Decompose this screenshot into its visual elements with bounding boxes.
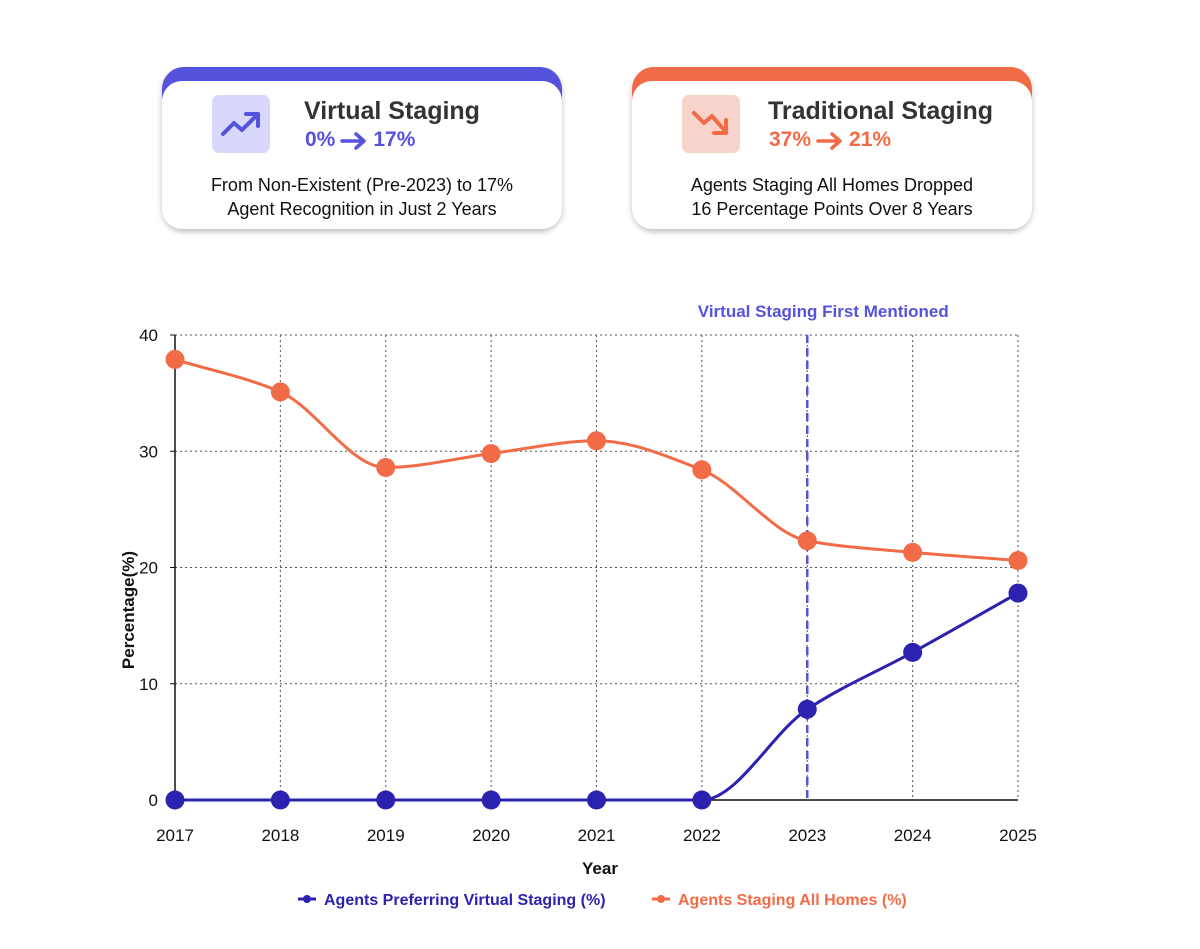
series-line bbox=[175, 591, 1019, 802]
x-tick-label: 2022 bbox=[683, 826, 721, 845]
y-tick-label: 0 bbox=[149, 791, 158, 810]
data-point bbox=[797, 699, 817, 719]
y-tick-label: 10 bbox=[139, 675, 158, 694]
traditional-staging-card: Traditional Staging 37% 21% Agents Stagi… bbox=[632, 67, 1032, 229]
data-point bbox=[903, 642, 923, 662]
desc-line: Agent Recognition in Just 2 Years bbox=[227, 199, 497, 219]
data-point bbox=[165, 349, 185, 369]
trending-up-icon bbox=[212, 95, 270, 153]
annotation-label: Virtual Staging First Mentioned bbox=[698, 302, 949, 321]
from-value: 0% bbox=[305, 128, 336, 151]
x-tick-label: 2018 bbox=[261, 826, 299, 845]
x-axis-label: Year bbox=[582, 859, 618, 878]
y-tick-label: 40 bbox=[139, 326, 158, 345]
x-tick-label: 2019 bbox=[367, 826, 405, 845]
arrow-right-icon bbox=[816, 132, 842, 150]
data-point bbox=[270, 790, 290, 810]
x-tick-label: 2023 bbox=[788, 826, 826, 845]
series-line bbox=[174, 357, 1019, 563]
card-description: From Non-Existent (Pre-2023) to 17% Agent… bbox=[162, 173, 562, 221]
data-point bbox=[270, 382, 290, 402]
card-title: Virtual Staging bbox=[304, 97, 480, 125]
desc-line: 16 Percentage Points Over 8 Years bbox=[691, 199, 973, 219]
x-tick-label: 2017 bbox=[156, 826, 194, 845]
data-point bbox=[376, 790, 396, 810]
data-point bbox=[1008, 551, 1028, 571]
to-value: 17% bbox=[373, 128, 416, 151]
x-tick-label: 2021 bbox=[578, 826, 616, 845]
data-point bbox=[165, 790, 185, 810]
data-point bbox=[692, 790, 712, 810]
y-axis-label: Percentage(%) bbox=[119, 551, 138, 669]
card-description: Agents Staging All Homes Dropped 16 Perce… bbox=[632, 173, 1032, 221]
card-values: 37% 21% bbox=[769, 128, 891, 152]
legend-label: Agents Staging All Homes (%) bbox=[678, 892, 907, 909]
grid bbox=[175, 334, 1019, 800]
x-tick-label: 2020 bbox=[472, 826, 510, 845]
desc-line: From Non-Existent (Pre-2023) to 17% bbox=[210, 175, 514, 195]
virtual-staging-card: Virtual Staging 0% 17% From Non-Existent… bbox=[162, 67, 562, 229]
annotation: Virtual Staging First Mentioned bbox=[698, 302, 949, 800]
trending-down-icon bbox=[682, 95, 740, 153]
data-point bbox=[587, 790, 606, 810]
data-point bbox=[692, 460, 712, 480]
desc-line: Agents Staging All Homes Dropped bbox=[690, 175, 974, 195]
arrow-right-icon bbox=[340, 132, 367, 150]
data-point bbox=[797, 531, 817, 551]
data-point bbox=[481, 444, 501, 464]
data-point bbox=[587, 431, 606, 451]
x-tick-label: 2025 bbox=[999, 826, 1037, 845]
data-point bbox=[1008, 583, 1028, 603]
series-lines bbox=[165, 349, 1028, 810]
y-tick-label: 30 bbox=[139, 442, 158, 461]
data-point bbox=[481, 790, 501, 810]
legend-label: Agents Preferring Virtual Staging (%) bbox=[324, 892, 606, 909]
x-tick-label: 2024 bbox=[894, 826, 932, 845]
data-point bbox=[903, 542, 923, 562]
card-title: Traditional Staging bbox=[768, 97, 994, 125]
legend: Agents Preferring Virtual Staging (%) Age… bbox=[298, 892, 907, 909]
card-values: 0% 17% bbox=[305, 128, 415, 152]
data-point bbox=[376, 458, 396, 478]
y-tick-label: 20 bbox=[139, 559, 158, 578]
to-value: 21% bbox=[849, 128, 892, 151]
axes: 0 10 20 30 40 2017 2018 2019 2020 2021 2022 2023 202… bbox=[119, 326, 1037, 878]
legend-marker bbox=[303, 895, 311, 903]
legend-marker bbox=[657, 895, 665, 903]
from-value: 37% bbox=[769, 128, 812, 151]
